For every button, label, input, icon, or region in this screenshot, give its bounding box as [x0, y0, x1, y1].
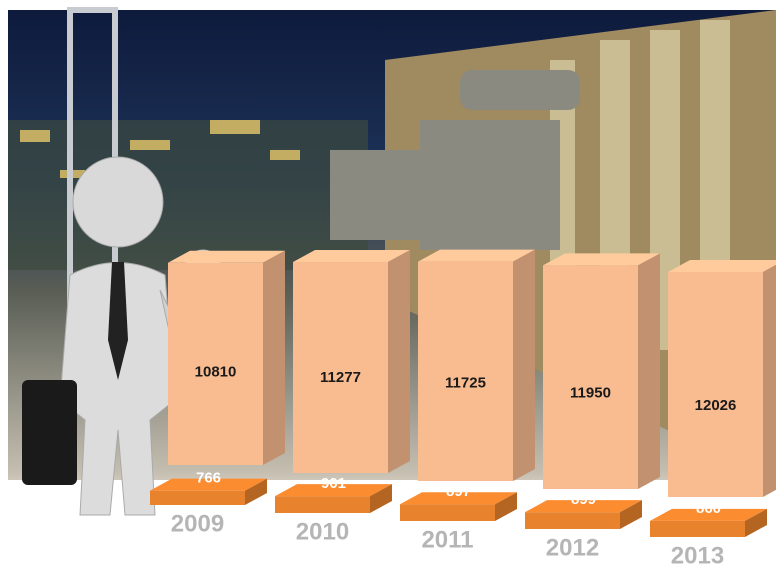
bar-side — [513, 250, 535, 481]
bar — [418, 262, 513, 481]
value-label: 12026 — [695, 397, 737, 414]
slab — [275, 496, 370, 513]
value-label: 899 — [571, 491, 596, 508]
value-label: 897 — [446, 483, 471, 500]
slab — [650, 521, 745, 537]
slab — [525, 512, 620, 529]
value-label: 10810 — [195, 364, 237, 381]
bar-side — [388, 250, 410, 473]
chart: 10810 766 2009 11277 901 2010 11725 897 2011 1195… — [0, 0, 776, 585]
value-label: 860 — [696, 500, 721, 517]
slab — [400, 504, 495, 521]
value-label: 11725 — [445, 375, 486, 392]
bar — [293, 262, 388, 473]
bar — [668, 272, 763, 497]
x-tick-label: 2012 — [546, 534, 599, 561]
x-tick-label: 2013 — [671, 542, 724, 569]
bar-side — [763, 260, 776, 497]
value-label: 11950 — [570, 384, 611, 401]
bar-side — [263, 251, 285, 465]
bar-side — [638, 253, 660, 489]
value-label: 11277 — [320, 369, 361, 386]
value-label: 901 — [321, 475, 346, 492]
x-tick-label: 2010 — [296, 518, 349, 545]
city — [8, 120, 368, 270]
page: 10810 766 2009 11277 901 2010 11725 897 2011 1195… — [0, 0, 776, 585]
slab — [150, 491, 245, 505]
bar — [543, 265, 638, 489]
value-label: 766 — [196, 470, 221, 487]
x-tick-label: 2011 — [421, 526, 473, 553]
x-tick-label: 2009 — [171, 510, 224, 537]
